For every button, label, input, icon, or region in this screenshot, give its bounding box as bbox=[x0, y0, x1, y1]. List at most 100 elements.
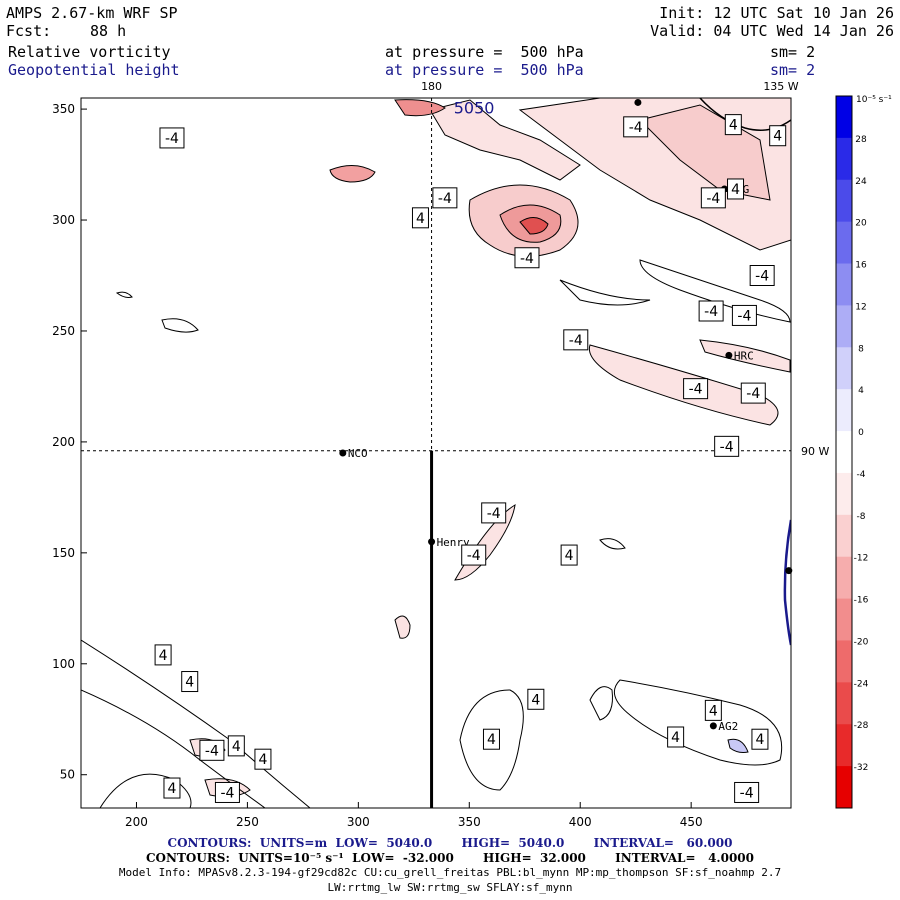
colorbar-swatch bbox=[836, 682, 852, 725]
colorbar-swatch bbox=[836, 514, 852, 558]
contour-label-box bbox=[432, 187, 458, 209]
colorbar-swatch bbox=[836, 347, 852, 390]
contour-label: -4 bbox=[205, 743, 219, 759]
x-tick-label: 250 bbox=[236, 815, 259, 829]
colorbar-tick-label: 16 bbox=[855, 261, 867, 271]
colorbar-swatch bbox=[836, 389, 852, 432]
contour-label: -4 bbox=[740, 785, 754, 801]
forecast-label: Fcst: bbox=[6, 22, 52, 40]
colorbar-swatch bbox=[836, 96, 852, 139]
colorbar-tick-label: -24 bbox=[854, 679, 869, 689]
contour-label-box bbox=[214, 781, 240, 803]
colorbar-tick-label: -20 bbox=[854, 637, 869, 647]
colorbar-tick-label: -4 bbox=[857, 470, 866, 480]
contour-label-box bbox=[683, 378, 709, 400]
contour-label: 4 bbox=[185, 675, 194, 691]
contour-label-box bbox=[481, 502, 507, 524]
colorbar-tick-label: -28 bbox=[854, 721, 869, 731]
station-marker bbox=[428, 538, 436, 546]
contour-label-box bbox=[727, 178, 745, 200]
contour-label-box bbox=[731, 304, 757, 326]
x-tick-label: 400 bbox=[569, 815, 592, 829]
contour-label-box bbox=[461, 544, 487, 566]
colorbar-swatch bbox=[836, 137, 852, 181]
contour-label-box bbox=[623, 116, 649, 138]
colorbar-swatch bbox=[836, 263, 852, 306]
y-tick-label: 200 bbox=[52, 435, 75, 449]
contour-label-box bbox=[740, 382, 766, 404]
contour-label: -4 bbox=[737, 308, 751, 324]
contour-label-box bbox=[411, 207, 429, 229]
contour-label-box bbox=[199, 739, 225, 761]
x-tick-label: 350 bbox=[458, 815, 481, 829]
colorbar-tick-label: 28 bbox=[855, 135, 867, 145]
station-marker bbox=[634, 98, 642, 106]
field1-name: Relative vorticity bbox=[8, 43, 171, 61]
colorbar-swatch bbox=[836, 472, 852, 516]
contour-label-box bbox=[769, 125, 787, 147]
y-tick-label: 350 bbox=[52, 102, 75, 116]
colorbar-tick-label: -8 bbox=[857, 512, 866, 522]
contour-label: 4 bbox=[671, 730, 680, 746]
colorbar-tick-label: 8 bbox=[858, 344, 864, 354]
contour-label: 4 bbox=[487, 732, 496, 748]
contour-label-box bbox=[514, 247, 540, 269]
contour-label-box bbox=[163, 777, 181, 799]
colorbar-tick-label: 12 bbox=[855, 302, 866, 312]
contour-label: -4 bbox=[569, 333, 583, 349]
contour-label: 4 bbox=[729, 118, 738, 134]
contour-label: -4 bbox=[689, 382, 703, 398]
contour-label: -4 bbox=[220, 785, 234, 801]
colorbar-swatch bbox=[836, 431, 852, 474]
contour-label: -4 bbox=[438, 191, 452, 207]
y-tick-label: 100 bbox=[52, 657, 75, 671]
y-tick-label: 300 bbox=[52, 213, 75, 227]
contour-label: 4 bbox=[159, 648, 168, 664]
field1-smoothing: sm= 2 bbox=[770, 43, 816, 61]
contour-label: -4 bbox=[704, 304, 718, 320]
contour-label-box bbox=[714, 435, 740, 457]
colorbar-swatch bbox=[836, 221, 852, 265]
contour-label: -4 bbox=[629, 120, 643, 136]
colorbar-tick-label: -16 bbox=[854, 596, 869, 606]
contour-label: 4 bbox=[258, 752, 267, 768]
contour-label-box bbox=[667, 726, 685, 748]
contour-label: -4 bbox=[706, 191, 720, 207]
contour-label-box bbox=[700, 187, 726, 209]
field1-level: at pressure = 500 hPa bbox=[385, 43, 584, 61]
contour-label-box bbox=[181, 671, 199, 693]
contour-label-box bbox=[227, 735, 245, 757]
contour-label: 4 bbox=[565, 548, 574, 564]
contour-label: 4 bbox=[755, 732, 764, 748]
contour-label: 4 bbox=[416, 211, 425, 227]
model-title: AMPS 2.67-km WRF SP bbox=[6, 4, 178, 22]
contour-label-box bbox=[704, 699, 722, 721]
contour-label-box bbox=[724, 114, 742, 136]
contour-label: 4 bbox=[168, 781, 177, 797]
contour-label: -4 bbox=[165, 131, 179, 147]
colorbar-tick-label: 4 bbox=[858, 386, 864, 396]
contour-label-box bbox=[749, 265, 775, 286]
colorbar-swatch bbox=[836, 640, 852, 683]
colorbar-tick-label: 20 bbox=[855, 219, 867, 229]
field2-name: Geopotential height bbox=[8, 61, 180, 79]
colorbar-swatch bbox=[836, 556, 852, 600]
contour-label: -4 bbox=[746, 386, 760, 402]
contour-label-box bbox=[154, 644, 172, 666]
contour-label-box bbox=[527, 688, 545, 710]
footer-contours-vorticity: CONTOURS: UNITS=10⁻⁵ s⁻¹ LOW= -32.000 HI… bbox=[146, 851, 754, 865]
x-tick-label: 450 bbox=[680, 815, 703, 829]
valid-time: Valid: 04 UTC Wed 14 Jan 26 bbox=[650, 22, 894, 40]
contour-label-box bbox=[734, 781, 760, 803]
parallel-label: 90 W bbox=[801, 445, 829, 458]
colorbar-swatch bbox=[836, 179, 852, 223]
contour-label-box bbox=[563, 329, 589, 351]
contour-label: 4 bbox=[731, 182, 740, 198]
contour-label: 4 bbox=[232, 739, 241, 755]
plot-frame bbox=[80, 97, 792, 809]
contour-label: -4 bbox=[755, 269, 769, 285]
field2-level: at pressure = 500 hPa bbox=[385, 61, 584, 79]
contour-label-box bbox=[698, 300, 724, 322]
colorbar-swatch bbox=[836, 766, 852, 809]
